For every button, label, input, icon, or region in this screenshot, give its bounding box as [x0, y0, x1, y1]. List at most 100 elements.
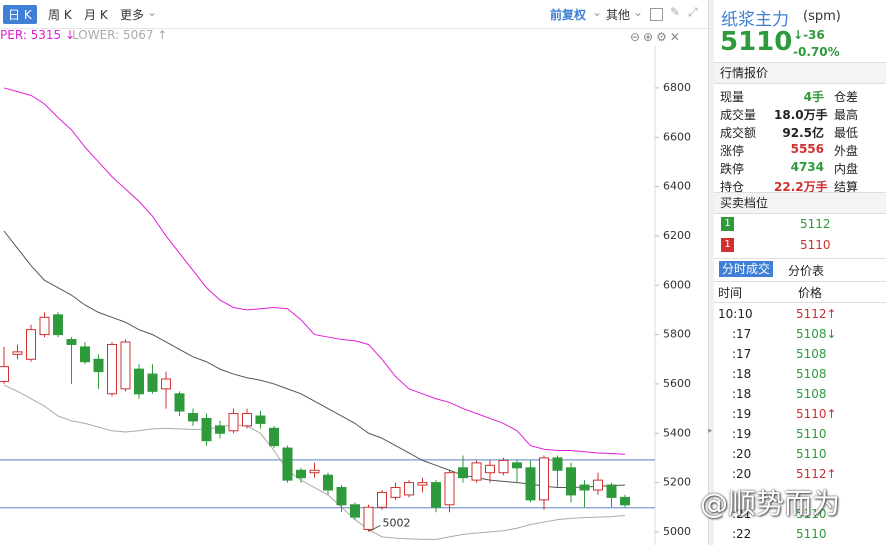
candle-body — [444, 472, 455, 506]
adjust[interactable]: 前复权 — [550, 8, 587, 22]
tab-month[interactable]: 月 K — [84, 8, 108, 22]
candle-body — [525, 467, 536, 501]
candle-body — [579, 484, 590, 491]
icon[interactable]: ✎ — [670, 5, 681, 19]
candle-body — [12, 351, 23, 355]
annotation-line — [368, 524, 381, 532]
change: ↓-36 — [793, 28, 825, 42]
text: ↑ — [826, 307, 837, 321]
candle-body — [417, 482, 428, 486]
candle-body — [471, 462, 482, 481]
panel-icons[interactable]: ⊖⊕⚙✕ — [630, 30, 683, 44]
trade-price: 5108↓ — [796, 327, 837, 341]
quote-value: 4手 — [803, 90, 824, 104]
tab-active[interactable]: 分时成交 — [719, 261, 774, 277]
candle-body — [336, 487, 347, 506]
candle-body — [26, 329, 36, 360]
quote-label: 现量 — [720, 90, 745, 104]
price: 5110 — [720, 27, 793, 57]
toolbar — [0, 0, 708, 29]
splitter[interactable] — [708, 0, 714, 545]
y-tick-label: 5200 — [663, 476, 691, 489]
trade-price: 5110↑ — [796, 407, 837, 421]
text: 5110 — [796, 427, 827, 441]
trade-time: :20 — [732, 467, 752, 481]
text: 5110 — [796, 507, 827, 521]
quote-label: 成交量 — [720, 108, 757, 122]
trade-price: 5110 — [796, 527, 827, 541]
band-line — [3, 87, 626, 455]
quote-panel: 行情报价 现量 4手 仓差 成交量 18.0万手 最高 成交额 92.5亿 最低 涨停 5556 外盘跌… — [714, 62, 886, 545]
trade-price: 5112↑ — [796, 307, 837, 321]
y-tick-label: 6000 — [663, 278, 691, 291]
trade-price: 5108 — [796, 347, 827, 361]
upper-label: PER: 5315 ↓ — [0, 28, 76, 42]
trade-time: :17 — [732, 327, 752, 341]
quote-label: 涨停 — [720, 144, 745, 158]
y-tick-label: 6200 — [663, 229, 691, 242]
splitter-arrow[interactable]: ▸ — [708, 426, 713, 436]
section-header: 买卖档位 — [714, 192, 886, 214]
candle-body — [80, 346, 90, 363]
icon[interactable]: ⤢ — [688, 5, 698, 19]
text: LOWER: 5067 — [72, 28, 154, 42]
text: ↑ — [826, 407, 837, 421]
candle-body — [282, 447, 293, 481]
trade-price: 5110 — [796, 427, 827, 441]
quote-value: 5556 — [790, 142, 824, 156]
tab-bar[interactable] — [714, 258, 886, 282]
trade-price: 5108 — [796, 387, 827, 401]
tab-day[interactable]: 日 K — [3, 5, 37, 24]
candle-body — [620, 496, 630, 506]
candle-body — [255, 415, 266, 424]
candle-body — [363, 506, 374, 530]
tab-week[interactable]: 周 K — [48, 8, 72, 22]
trade-time: :22 — [732, 527, 752, 541]
y-tick-label: 5000 — [663, 525, 691, 538]
trade-price: 5110 — [796, 507, 827, 521]
candle-body — [188, 413, 198, 422]
quote-label: 最低 — [834, 126, 859, 140]
candle-body — [498, 459, 509, 474]
candle-body — [606, 484, 617, 498]
pct: -0.70% — [793, 45, 840, 59]
col-header: 价格 — [798, 286, 823, 300]
candle-body — [242, 413, 252, 427]
candle-body — [431, 482, 441, 508]
trade-time: :17 — [732, 347, 752, 361]
quote-label: 结算 — [834, 180, 859, 194]
caret: ⌄ — [592, 5, 603, 19]
candle-body — [269, 427, 279, 447]
candle-body — [53, 314, 63, 336]
text: 5110 — [796, 527, 827, 541]
band-line — [3, 230, 626, 489]
y-tick-label: 5400 — [663, 426, 691, 439]
candle-body — [552, 457, 563, 471]
quote-label: 持仓 — [720, 180, 745, 194]
quote-label: 外盘 — [834, 144, 859, 158]
quote-label: 仓差 — [834, 90, 859, 104]
caret: ⌄ — [147, 5, 158, 19]
other[interactable]: 其他 — [606, 8, 631, 22]
quote-label: 内盘 — [834, 162, 859, 176]
trade-price: 5110 — [796, 447, 827, 461]
tab-more[interactable]: 更多 — [120, 8, 145, 22]
trade-time: :21 — [732, 507, 752, 521]
text: 5108 — [796, 347, 827, 361]
candle-body — [566, 467, 576, 496]
trade-price: 5108 — [796, 367, 827, 381]
icon[interactable] — [650, 8, 663, 21]
text: 5108 — [796, 367, 827, 381]
candle-body — [134, 368, 144, 395]
candle-body — [390, 487, 401, 498]
lower-label: LOWER: 5067 ↑ — [72, 28, 168, 42]
chart: 5000 5200 5400 5600 5800 6000 6200 6400 6600 6800… — [0, 46, 691, 545]
candle-body — [323, 474, 333, 491]
candle-body — [215, 425, 225, 434]
candle-body — [107, 343, 117, 395]
candle-body — [512, 462, 522, 469]
tab[interactable]: 分价表 — [788, 264, 825, 278]
quote-value: 18.0万手 — [774, 108, 828, 122]
candle-body — [377, 491, 387, 508]
